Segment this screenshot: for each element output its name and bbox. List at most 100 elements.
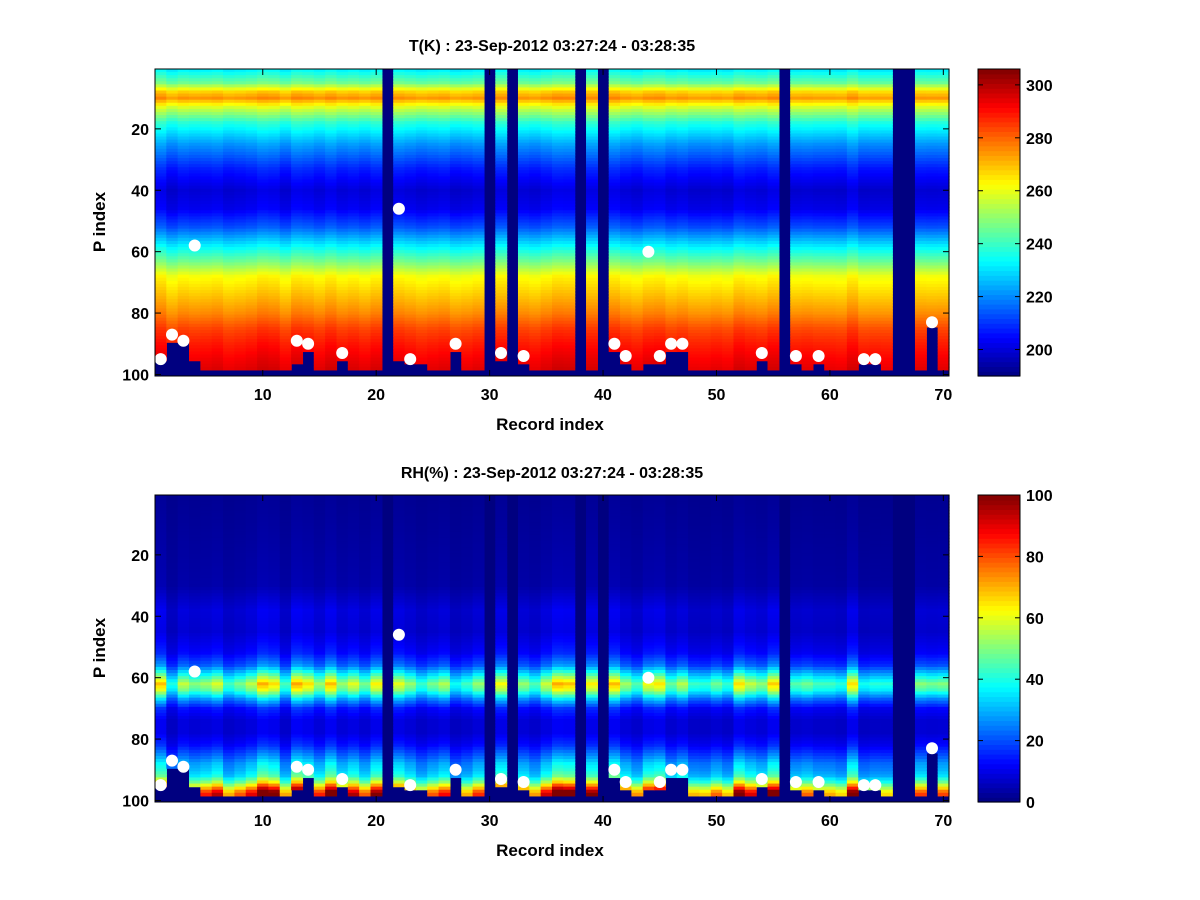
temperature-title: T(K) : 23-Sep-2012 03:27:24 - 03:28:35	[409, 38, 695, 55]
heatmap-cell	[415, 161, 428, 165]
heatmap-cell	[302, 240, 315, 245]
heatmap-column	[540, 69, 553, 371]
heatmap-cell	[415, 188, 428, 193]
heatmap-cell	[166, 127, 179, 131]
heatmap-cell	[166, 280, 179, 285]
heatmap-cell	[279, 231, 292, 236]
heatmap-cell	[245, 197, 258, 202]
heatmap-cell	[200, 228, 213, 233]
heatmap-cell	[404, 265, 417, 270]
heatmap-cell	[166, 253, 179, 257]
heatmap-cell	[427, 145, 440, 150]
heatmap-cell	[291, 317, 304, 322]
heatmap-cell	[347, 99, 360, 104]
heatmap-cell	[200, 213, 213, 217]
heatmap-cell	[415, 348, 428, 353]
heatmap-cell	[234, 170, 247, 174]
heatmap-cell	[438, 277, 451, 282]
heatmap-cell	[245, 360, 258, 365]
heatmap-cell	[325, 136, 338, 141]
heatmap-cell	[438, 78, 451, 82]
heatmap-cell	[325, 231, 338, 236]
heatmap-cell	[370, 182, 383, 187]
heatmap-cell	[438, 99, 451, 104]
heatmap-cell	[404, 228, 417, 233]
heatmap-cell	[166, 204, 179, 208]
heatmap-cell	[359, 250, 372, 254]
heatmap-cell	[211, 81, 224, 85]
heatmap-cell	[177, 286, 190, 291]
heatmap-cell	[325, 151, 338, 156]
heatmap-cell	[347, 283, 360, 288]
heatmap-cell	[189, 351, 201, 356]
heatmap-cell	[370, 90, 383, 95]
heatmap-cell	[155, 237, 167, 242]
heatmap-cell	[211, 243, 224, 248]
heatmap-cell	[245, 277, 258, 282]
heatmap-cell	[359, 336, 372, 340]
heatmap-cell	[370, 133, 383, 138]
heatmap-cell	[189, 142, 201, 147]
heatmap-cell	[200, 151, 213, 156]
heatmap-cell	[155, 124, 167, 128]
heatmap-cell	[438, 231, 451, 236]
heatmap-cell	[415, 173, 428, 178]
heatmap-cell	[211, 185, 224, 190]
heatmap-cell	[166, 237, 179, 242]
heatmap-cell	[268, 357, 281, 362]
heatmap-cell	[155, 253, 167, 257]
heatmap-cell	[257, 115, 270, 119]
heatmap-cell	[438, 118, 451, 122]
heatmap-cell	[313, 305, 326, 310]
heatmap-cell	[234, 139, 247, 144]
heatmap-cell	[223, 151, 235, 156]
heatmap-cell	[257, 280, 270, 285]
heatmap-cell	[257, 320, 270, 325]
heatmap-cell	[211, 84, 224, 89]
heatmap-cell	[155, 151, 167, 156]
heatmap-cell	[234, 314, 247, 319]
heatmap-cell	[268, 142, 281, 147]
heatmap-cell	[279, 185, 292, 190]
heatmap-cell	[268, 336, 281, 340]
heatmap-cell	[257, 265, 270, 270]
heatmap-cell	[415, 158, 428, 162]
heatmap-cell	[234, 237, 247, 242]
heatmap-cell	[325, 81, 338, 85]
heatmap-cell	[291, 87, 304, 92]
heatmap-cell	[313, 231, 326, 236]
heatmap-cell	[393, 259, 406, 264]
heatmap-cell	[427, 185, 440, 190]
heatmap-cell	[211, 127, 224, 131]
heatmap-cell	[177, 84, 190, 89]
heatmap-cell	[302, 121, 315, 125]
heatmap-cell	[393, 326, 406, 331]
heatmap-cell	[279, 326, 292, 331]
heatmap-cell	[313, 216, 326, 221]
heatmap-cell	[313, 247, 326, 251]
heatmap-cell	[325, 197, 338, 202]
heatmap-cell	[438, 151, 451, 156]
heatmap-cell	[347, 185, 360, 190]
heatmap-cell	[415, 308, 428, 313]
heatmap-cell	[200, 158, 213, 162]
heatmap-cell	[370, 84, 383, 89]
heatmap-cell	[427, 75, 440, 79]
heatmap-cell	[302, 219, 315, 224]
heatmap-cell	[427, 194, 440, 199]
heatmap-cell	[347, 342, 360, 346]
heatmap-cell	[302, 185, 315, 190]
heatmap-cell	[449, 139, 462, 144]
heatmap-cell	[347, 333, 360, 337]
heatmap-cell	[404, 256, 417, 260]
heatmap-cell	[245, 102, 258, 107]
heatmap-cell	[393, 87, 406, 92]
heatmap-cell	[404, 317, 417, 322]
heatmap-cell	[370, 102, 383, 107]
heatmap-cell	[302, 317, 315, 322]
heatmap-cell	[279, 354, 292, 359]
heatmap-cell	[347, 148, 360, 153]
heatmap-column	[370, 69, 383, 371]
heatmap-cell	[370, 164, 383, 168]
heatmap-cell	[710, 366, 723, 371]
